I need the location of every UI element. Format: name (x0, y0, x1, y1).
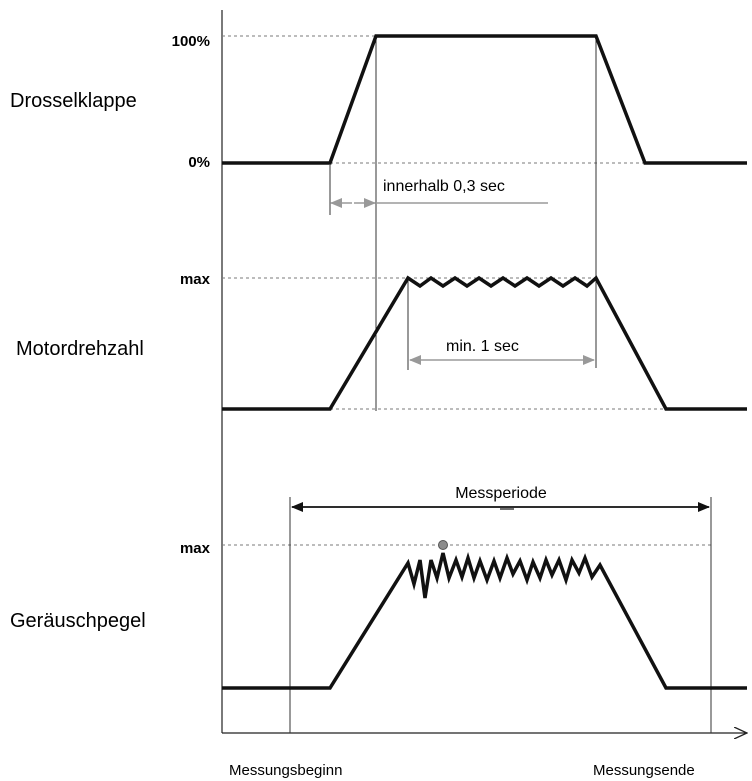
noise-max-tick: max (180, 540, 211, 557)
noise-level-curve (222, 552, 747, 690)
within-label: innerhalb 0,3 sec (383, 178, 505, 195)
engine-speed-curve (222, 275, 747, 411)
engine-speed-label: Motordrehzahl (16, 338, 144, 360)
min-duration-label: min. 1 sec (446, 338, 519, 355)
noise-peak-marker (438, 540, 448, 550)
noise-level-label: Geräuschpegel (10, 610, 146, 632)
measurement-end-label: Messungsende (593, 762, 695, 779)
throttle-0-tick: 0% (188, 154, 210, 171)
measurement-start-label: Messungsbeginn (229, 762, 342, 779)
measure-period-label: Messperiode (455, 485, 547, 502)
engine-max-tick: max (180, 271, 211, 288)
throttle-label: Drosselklappe (10, 90, 137, 112)
throttle-curve (222, 34, 747, 165)
throttle-100-tick: 100% (172, 33, 210, 50)
